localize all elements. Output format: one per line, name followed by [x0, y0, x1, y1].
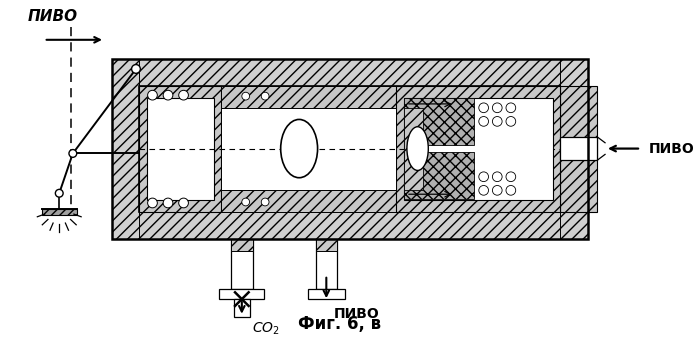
- Circle shape: [179, 90, 189, 100]
- Bar: [404, 153, 474, 199]
- Bar: [316, 239, 337, 250]
- Ellipse shape: [407, 127, 428, 170]
- Bar: [139, 86, 222, 212]
- Circle shape: [163, 90, 173, 100]
- Bar: [561, 86, 597, 212]
- Bar: [147, 98, 214, 200]
- Circle shape: [506, 103, 516, 113]
- Bar: [222, 190, 396, 212]
- Bar: [222, 108, 396, 190]
- Circle shape: [69, 150, 77, 157]
- Text: ПИВО: ПИВО: [334, 307, 380, 321]
- Circle shape: [179, 198, 189, 208]
- Circle shape: [479, 172, 489, 181]
- Circle shape: [506, 117, 516, 126]
- Bar: [231, 239, 252, 250]
- Bar: [404, 98, 553, 200]
- Bar: [561, 137, 597, 160]
- Bar: [112, 59, 588, 86]
- Bar: [112, 212, 588, 239]
- Ellipse shape: [281, 119, 317, 178]
- Bar: [396, 86, 561, 212]
- Circle shape: [479, 186, 489, 195]
- Circle shape: [131, 64, 140, 73]
- Circle shape: [479, 117, 489, 126]
- Bar: [112, 59, 588, 239]
- Bar: [222, 86, 396, 108]
- Bar: [234, 299, 250, 317]
- Bar: [112, 59, 139, 239]
- Text: $CO_2$: $CO_2$: [252, 320, 280, 337]
- Circle shape: [242, 92, 250, 100]
- Circle shape: [506, 172, 516, 181]
- Text: Фиг. 6, в: Фиг. 6, в: [298, 315, 382, 333]
- Circle shape: [492, 117, 502, 126]
- Circle shape: [506, 186, 516, 195]
- Bar: [404, 98, 474, 145]
- Bar: [219, 289, 264, 299]
- Bar: [139, 86, 561, 212]
- Circle shape: [479, 103, 489, 113]
- Text: ПИВО: ПИВО: [649, 142, 695, 156]
- Circle shape: [492, 186, 502, 195]
- Text: ПИВО: ПИВО: [27, 9, 78, 24]
- Bar: [231, 239, 252, 289]
- Bar: [308, 289, 345, 299]
- Circle shape: [147, 90, 157, 100]
- Circle shape: [55, 189, 63, 197]
- Circle shape: [261, 198, 269, 206]
- Polygon shape: [42, 209, 77, 215]
- Circle shape: [492, 103, 502, 113]
- Circle shape: [147, 198, 157, 208]
- Circle shape: [261, 92, 269, 100]
- Bar: [316, 239, 337, 289]
- Circle shape: [242, 198, 250, 206]
- Circle shape: [492, 172, 502, 181]
- Bar: [561, 59, 588, 239]
- Bar: [404, 108, 424, 190]
- Circle shape: [163, 198, 173, 208]
